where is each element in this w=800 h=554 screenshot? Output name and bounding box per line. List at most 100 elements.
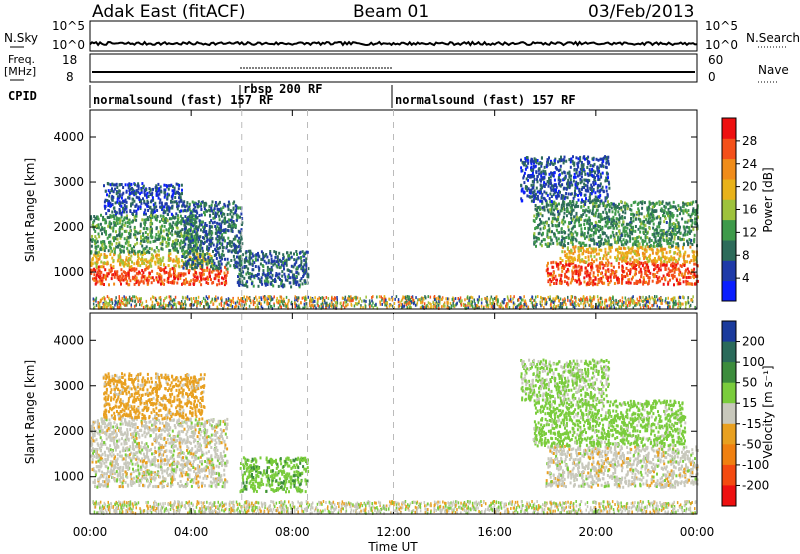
heatmap-cell — [118, 200, 121, 204]
heatmap-cell — [659, 279, 662, 283]
heatmap-cell — [549, 186, 552, 190]
heatmap-cell — [223, 219, 226, 223]
heatmap-cell — [176, 218, 179, 222]
heatmap-cell — [670, 255, 673, 259]
heatmap-cell — [189, 258, 192, 261]
heatmap-cell — [636, 244, 639, 248]
heatmap-cell — [183, 239, 186, 243]
heatmap-cell — [194, 265, 197, 269]
heatmap-cell — [121, 222, 124, 226]
heatmap-cell — [662, 214, 664, 218]
heatmap-cell — [187, 237, 190, 241]
heatmap-cell — [108, 222, 111, 226]
heatmap-cell — [228, 240, 231, 244]
heatmap-cell — [190, 211, 193, 215]
heatmap-cell — [389, 303, 391, 307]
heatmap-cell — [91, 256, 94, 260]
heatmap-cell — [689, 202, 691, 206]
heatmap-cell — [132, 188, 135, 192]
heatmap-cell — [126, 224, 129, 228]
heatmap-cell — [150, 211, 153, 215]
heatmap-cell — [601, 171, 604, 175]
heatmap-cell — [564, 195, 567, 199]
heatmap-cell — [224, 228, 227, 232]
heatmap-cell — [300, 259, 303, 263]
heatmap-cell — [174, 248, 177, 252]
heatmap-cell — [556, 224, 559, 228]
heatmap-cell — [583, 276, 586, 280]
heatmap-cell — [135, 267, 138, 271]
heatmap-cell — [598, 189, 601, 193]
heatmap-cell — [155, 256, 158, 260]
heatmap-cell — [127, 235, 130, 239]
heatmap-cell — [171, 279, 174, 283]
heatmap-cell — [203, 259, 206, 263]
heatmap-cell — [246, 285, 249, 289]
heatmap-cell — [107, 182, 110, 186]
heatmap-cell — [212, 208, 215, 212]
heatmap-cell — [228, 202, 231, 206]
heatmap-cell — [143, 274, 146, 278]
heatmap-cell — [248, 262, 251, 266]
heatmap-cell — [669, 206, 672, 210]
heatmap-cell — [584, 202, 587, 206]
heatmap-cell — [536, 178, 538, 182]
heatmap-cell — [142, 271, 145, 275]
heatmap-cell — [549, 208, 551, 212]
heatmap-cell — [224, 257, 226, 261]
heatmap-cell — [223, 221, 226, 225]
heatmap-cell — [552, 201, 554, 205]
heatmap-cell — [652, 272, 655, 276]
heatmap-cell — [239, 280, 242, 284]
heatmap-cell — [633, 261, 636, 265]
heatmap-cell — [577, 276, 580, 280]
heatmap-cell — [119, 262, 121, 266]
heatmap-cell — [690, 282, 693, 286]
heatmap-cell — [141, 253, 144, 256]
heatmap-cell — [196, 243, 199, 247]
heatmap-cell — [244, 251, 247, 255]
heatmap-cell — [630, 203, 633, 207]
heatmap-cell — [565, 210, 568, 213]
heatmap-cell — [550, 161, 553, 165]
heatmap-cell — [228, 222, 231, 226]
heatmap-cell — [99, 265, 102, 269]
heatmap-cell — [158, 272, 161, 276]
heatmap-cell — [570, 212, 573, 216]
heatmap-cell — [571, 209, 574, 213]
heatmap-cell — [583, 244, 586, 247]
heatmap-cell — [559, 277, 562, 281]
heatmap-cell — [656, 225, 659, 229]
heatmap-cell — [215, 274, 218, 278]
heatmap-cell — [642, 230, 645, 234]
heatmap-cell — [577, 157, 580, 161]
heatmap-cell — [120, 204, 123, 208]
heatmap-cell — [547, 242, 550, 246]
heatmap-cell — [193, 252, 196, 256]
heatmap-cell — [133, 233, 135, 237]
heatmap-cell — [303, 258, 306, 262]
heatmap-cell — [547, 217, 550, 221]
heatmap-cell — [659, 262, 662, 266]
heatmap-cell — [604, 238, 607, 242]
heatmap-cell — [661, 200, 664, 204]
heatmap-cell — [166, 206, 168, 210]
nave-tick-top: 60 — [708, 53, 723, 67]
heatmap-cell — [648, 259, 651, 263]
heatmap-cell — [248, 272, 251, 275]
heatmap-cell — [571, 242, 574, 246]
heatmap-cell — [571, 207, 574, 211]
heatmap-cell — [615, 232, 618, 235]
heatmap-cell — [109, 201, 112, 205]
heatmap-cell — [279, 278, 281, 281]
heatmap-cell — [157, 189, 160, 193]
heatmap-cell — [98, 276, 101, 280]
heatmap-cell — [167, 264, 170, 268]
heatmap-cell — [281, 283, 284, 287]
heatmap-cell — [523, 181, 526, 185]
heatmap-cell — [185, 280, 188, 284]
heatmap-cell — [548, 242, 551, 246]
heatmap-cell — [675, 242, 678, 246]
heatmap-cell — [182, 260, 185, 264]
heatmap-cell — [257, 272, 260, 276]
